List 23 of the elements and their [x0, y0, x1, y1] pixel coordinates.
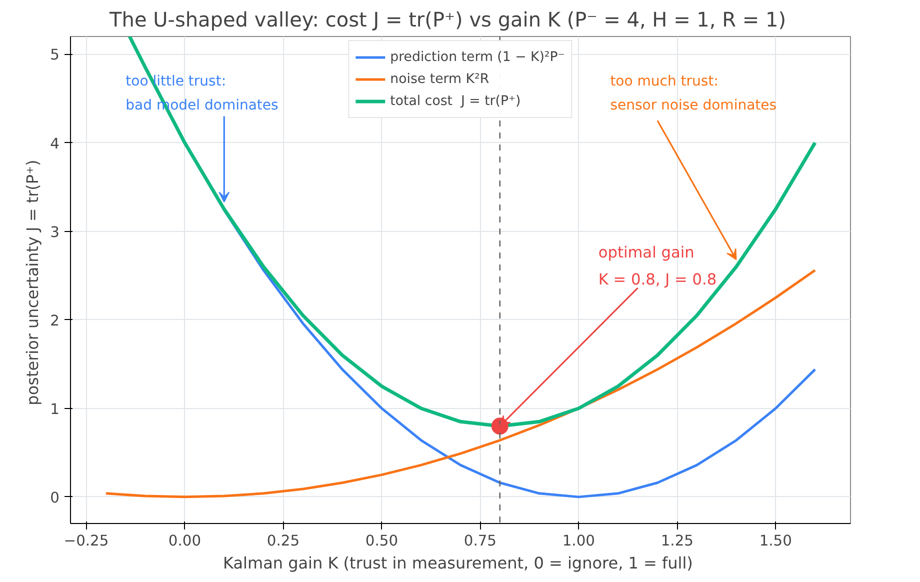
x-tick-label: 0.75: [464, 532, 497, 550]
line-series: [104, 269, 816, 498]
x-tick-label: 1.25: [660, 532, 694, 550]
x-tick-label: 1.50: [759, 532, 792, 550]
x-tick-label: 0.25: [266, 532, 300, 550]
chart-title: The U-shaped valley: cost J = tr(P⁺) vs gain K (P⁻ = 4, H = 1, R = 1): [108, 8, 786, 32]
annotation: optimal gain K = 0.8, J = 0.8: [598, 244, 717, 288]
y-axis-title: posterior uncertainty J = tr(P⁺): [23, 160, 42, 406]
x-tick-label: 1.00: [562, 532, 596, 550]
legend-label: noise term K²R: [390, 72, 490, 86]
y-tick-label: 5: [50, 46, 60, 64]
annotation: too much trust: sensor noise dominates: [610, 74, 777, 114]
x-tick-label: 0.50: [365, 532, 398, 550]
legend-label: prediction term (1 − K)²P⁻: [390, 50, 565, 64]
legend-label: total cost J = tr(P⁺): [390, 94, 521, 108]
x-tick-label: 0.00: [168, 532, 202, 550]
y-tick-label: 3: [50, 224, 60, 241]
y-tick-label: 4: [50, 135, 60, 152]
y-tick-label: 1: [50, 400, 60, 418]
y-tick-label: 2: [50, 312, 60, 330]
x-axis-title: Kalman gain K (trust in measurement, 0 = ignore, 1 = full): [223, 554, 693, 572]
y-tick-label: 0: [50, 489, 60, 506]
x-tick-label: −0.25: [64, 532, 109, 550]
